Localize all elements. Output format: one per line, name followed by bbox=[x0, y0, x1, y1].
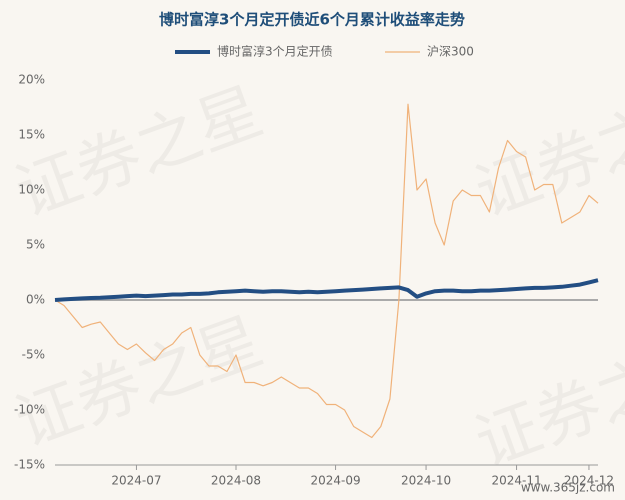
chart-title: 博时富淳3个月定开债近6个月累计收益率走势 bbox=[159, 11, 465, 29]
series-line bbox=[54, 278, 599, 302]
x-tick-label: 2024-11 bbox=[491, 474, 541, 488]
site-watermark: www.365jz.com bbox=[521, 481, 615, 495]
legend-label: 沪深300 bbox=[427, 45, 474, 59]
series-line bbox=[54, 103, 599, 439]
y-tick-label: 15% bbox=[18, 128, 45, 142]
x-tick-label: 2024-09 bbox=[310, 474, 360, 488]
x-tick-label: 2024-07 bbox=[111, 474, 161, 488]
y-tick-label: -5% bbox=[22, 348, 45, 362]
y-tick-label: 0% bbox=[26, 293, 45, 307]
x-tick-label: 2024-08 bbox=[211, 474, 261, 488]
x-tick-label: 2024-10 bbox=[401, 474, 451, 488]
x-tick-label: 2024-12 bbox=[564, 474, 614, 488]
y-tick-label: 5% bbox=[26, 238, 45, 252]
legend-label: 博时富淳3个月定开债 bbox=[217, 44, 333, 59]
y-tick-label: 20% bbox=[18, 73, 45, 87]
y-tick-label: -10% bbox=[14, 403, 45, 417]
y-tick-label: -15% bbox=[14, 458, 45, 472]
y-tick-label: 10% bbox=[18, 183, 45, 197]
